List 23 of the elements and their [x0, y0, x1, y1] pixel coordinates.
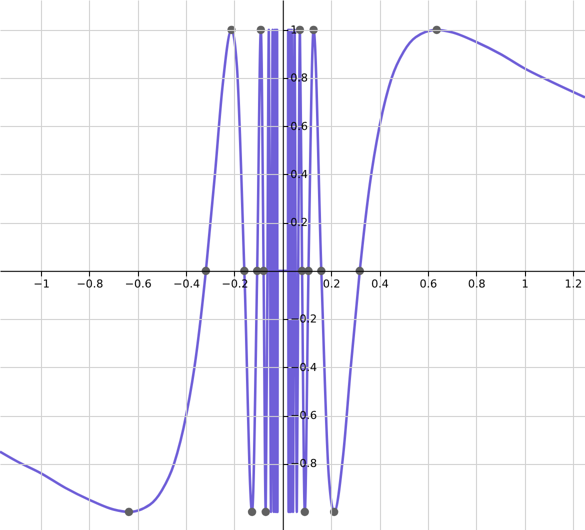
x-tick-label: −0.4 — [173, 277, 200, 290]
point — [248, 508, 256, 516]
x-tick-label: 0.2 — [322, 277, 340, 290]
y-tick-label: −0.8 — [290, 457, 318, 470]
y-tick-label: −0.4 — [290, 360, 318, 374]
y-tick-label: 0.8 — [290, 72, 308, 85]
y-tick-label: 1 — [290, 23, 298, 36]
point — [124, 508, 134, 516]
point — [300, 508, 309, 516]
x-tick-label: 1 — [522, 277, 529, 290]
x-tick-label: −0.6 — [124, 277, 152, 290]
x-tick-label: −0.8 — [76, 277, 104, 290]
y-tick-label: 0.2 — [290, 216, 308, 230]
x-tick-label: 0.8 — [468, 277, 486, 290]
y-tick-label: 0.6 — [290, 120, 308, 133]
x-tick-label: 0.6 — [420, 277, 438, 290]
x-tick-label: 1.2 — [564, 277, 582, 290]
x-tick-label: −1 — [33, 277, 50, 290]
y-tick-label: 0.4 — [290, 168, 308, 181]
point — [262, 508, 270, 516]
y-tick-label: −0.2 — [290, 312, 318, 326]
y-tick-label: −0.6 — [290, 409, 318, 422]
x-tick-label: 0.4 — [371, 277, 389, 290]
